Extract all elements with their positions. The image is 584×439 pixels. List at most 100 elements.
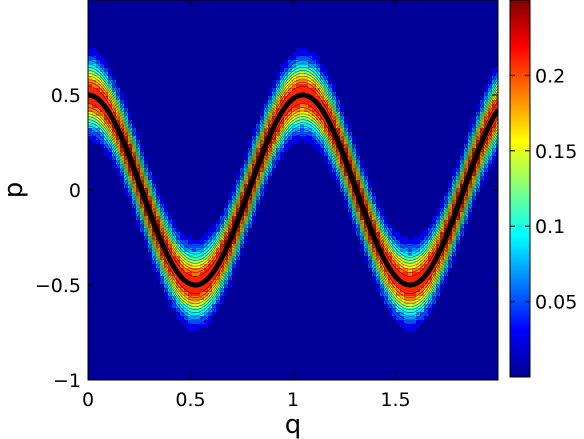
heatmap-cell xyxy=(256,52,261,57)
heatmap-cell xyxy=(128,88,133,93)
heatmap-cell xyxy=(124,220,129,225)
heatmap-cell xyxy=(224,196,229,201)
heatmap-cell xyxy=(156,284,161,289)
heatmap-cell xyxy=(260,284,265,289)
heatmap-cell xyxy=(268,220,273,225)
heatmap-cell xyxy=(160,36,165,41)
heatmap-cell xyxy=(236,184,241,189)
heatmap-cell xyxy=(208,264,213,269)
heatmap-cell xyxy=(176,76,181,81)
heatmap-cell xyxy=(164,32,169,37)
heatmap-cell xyxy=(264,228,269,233)
heatmap-cell xyxy=(296,32,301,37)
heatmap-cell xyxy=(136,88,141,93)
heatmap-cell xyxy=(136,68,141,73)
heatmap-cell xyxy=(136,252,141,257)
heatmap-cell xyxy=(264,292,269,297)
heatmap-cell xyxy=(116,84,121,89)
heatmap-cell xyxy=(216,160,221,165)
heatmap-cell xyxy=(196,228,201,233)
heatmap-cell xyxy=(108,272,113,277)
heatmap-cell xyxy=(124,164,129,169)
heatmap-cell xyxy=(120,356,125,361)
heatmap-cell xyxy=(264,28,269,33)
heatmap-cell xyxy=(168,188,173,193)
heatmap-cell xyxy=(264,84,269,89)
heatmap-cell xyxy=(148,96,153,101)
heatmap-cell xyxy=(296,136,301,141)
heatmap-cell xyxy=(244,256,249,261)
heatmap-cell xyxy=(272,336,277,341)
heatmap-cell xyxy=(96,192,101,197)
heatmap-cell xyxy=(188,76,193,81)
heatmap-cell xyxy=(276,84,281,89)
heatmap-cell xyxy=(208,372,213,377)
heatmap-cell xyxy=(276,220,281,225)
heatmap-cell xyxy=(200,28,205,33)
heatmap-cell xyxy=(168,64,173,69)
heatmap-cell xyxy=(284,316,289,321)
heatmap-cell xyxy=(284,136,289,141)
heatmap-cell xyxy=(220,180,225,185)
heatmap-cell xyxy=(164,16,169,21)
heatmap-cell xyxy=(192,308,197,313)
heatmap-cell xyxy=(228,328,233,333)
heatmap-cell xyxy=(288,152,293,157)
heatmap-cell xyxy=(104,144,109,149)
heatmap-cell xyxy=(164,196,169,201)
heatmap-cell xyxy=(172,124,177,129)
heatmap-cell xyxy=(104,116,109,121)
heatmap-cell xyxy=(224,312,229,317)
heatmap-cell xyxy=(120,320,125,325)
heatmap-cell xyxy=(120,240,125,245)
heatmap-cell xyxy=(208,220,213,225)
heatmap-cell xyxy=(184,180,189,185)
heatmap-cell xyxy=(128,168,133,173)
heatmap-cell xyxy=(284,240,289,245)
heatmap-cell xyxy=(116,20,121,25)
heatmap-cell xyxy=(152,112,157,117)
heatmap-cell xyxy=(224,136,229,141)
heatmap-cell xyxy=(240,324,245,329)
heatmap-cell xyxy=(272,288,277,293)
heatmap-cell xyxy=(224,204,229,209)
heatmap-cell xyxy=(272,308,277,313)
heatmap-cell xyxy=(208,232,213,237)
heatmap-cell xyxy=(184,184,189,189)
heatmap-cell xyxy=(248,300,253,305)
heatmap-cell xyxy=(160,176,165,181)
heatmap-cell xyxy=(276,376,281,380)
heatmap-cell xyxy=(204,232,209,237)
heatmap-cell xyxy=(180,268,185,273)
heatmap-cell xyxy=(276,16,281,21)
heatmap-cell xyxy=(160,360,165,365)
heatmap-cell xyxy=(176,148,181,153)
heatmap-cell xyxy=(116,312,121,317)
heatmap-cell xyxy=(160,68,165,73)
heatmap-cell xyxy=(104,240,109,245)
heatmap-cell xyxy=(224,24,229,29)
heatmap-cell xyxy=(88,288,93,293)
heatmap-cell xyxy=(140,364,145,369)
heatmap-cell xyxy=(264,128,269,133)
heatmap-cell xyxy=(208,76,213,81)
heatmap-cell xyxy=(176,288,181,293)
heatmap-cell xyxy=(212,52,217,57)
heatmap-cell xyxy=(224,280,229,285)
heatmap-cell xyxy=(212,112,217,117)
heatmap-cell xyxy=(268,328,273,333)
heatmap-cell xyxy=(232,88,237,93)
heatmap-cell xyxy=(208,340,213,345)
heatmap-cell xyxy=(180,56,185,61)
heatmap-cell xyxy=(228,296,233,301)
heatmap-cell xyxy=(184,84,189,89)
heatmap-cell xyxy=(148,156,153,161)
heatmap-cell xyxy=(140,320,145,325)
heatmap-cell xyxy=(228,100,233,105)
heatmap-cell xyxy=(280,232,285,237)
heatmap-cell xyxy=(148,360,153,365)
heatmap-cell xyxy=(276,8,281,13)
heatmap-cell xyxy=(120,0,125,5)
heatmap-cell xyxy=(116,60,121,65)
heatmap-cell xyxy=(232,136,237,141)
